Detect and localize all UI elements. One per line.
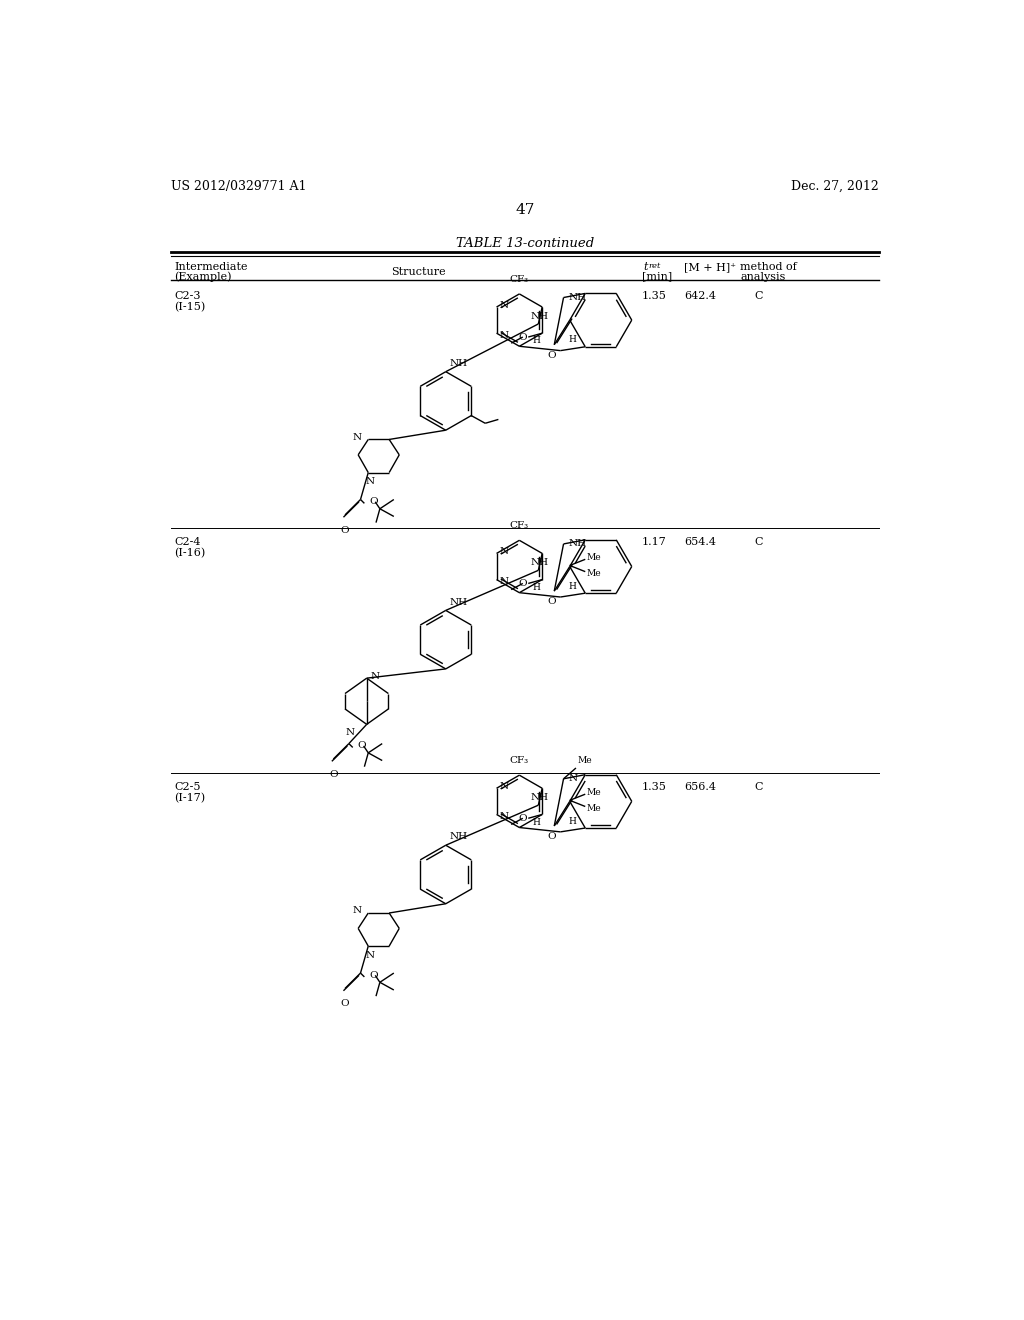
Text: H: H (532, 582, 540, 591)
Text: US 2012/0329771 A1: US 2012/0329771 A1 (171, 180, 306, 193)
Text: 1.17: 1.17 (642, 537, 667, 548)
Text: (I-15): (I-15) (174, 302, 206, 312)
Text: O: O (548, 598, 556, 606)
Text: 656.4: 656.4 (684, 781, 717, 792)
Text: O: O (518, 814, 527, 822)
Text: O: O (341, 999, 349, 1008)
Text: N: N (346, 729, 355, 738)
Text: H: H (532, 337, 540, 346)
Text: N: N (500, 577, 509, 586)
Text: O: O (369, 972, 378, 979)
Text: Dec. 27, 2012: Dec. 27, 2012 (792, 180, 879, 193)
Text: 1.35: 1.35 (642, 781, 667, 792)
Text: N: N (366, 478, 375, 486)
Text: N: N (353, 907, 362, 915)
Text: N: N (353, 433, 362, 442)
Text: Me: Me (578, 756, 592, 764)
Text: NH: NH (450, 359, 468, 368)
Text: NH: NH (568, 540, 587, 548)
Text: O: O (357, 742, 366, 750)
Text: NH: NH (530, 558, 549, 568)
Text: t: t (643, 263, 648, 272)
Text: NH: NH (530, 312, 549, 321)
Text: C: C (755, 290, 763, 301)
Text: C: C (755, 537, 763, 548)
Text: NH: NH (450, 598, 468, 607)
Text: NH: NH (530, 793, 549, 803)
Text: method of: method of (740, 263, 797, 272)
Text: H: H (569, 335, 577, 345)
Text: (Example): (Example) (174, 272, 232, 282)
Text: N: N (371, 672, 380, 681)
Text: CF₃: CF₃ (510, 275, 529, 284)
Text: N: N (366, 950, 375, 960)
Text: NH: NH (568, 293, 587, 302)
Text: N: N (500, 812, 509, 821)
Text: Structure: Structure (391, 267, 446, 277)
Text: [min]: [min] (642, 272, 672, 281)
Text: C: C (755, 781, 763, 792)
Text: Me: Me (587, 569, 601, 578)
Text: C2-3: C2-3 (174, 290, 201, 301)
Text: CF₃: CF₃ (510, 521, 529, 531)
Text: O: O (369, 498, 378, 507)
Text: Me: Me (587, 553, 601, 562)
Text: CF₃: CF₃ (510, 756, 529, 766)
Text: O: O (329, 770, 338, 779)
Text: 654.4: 654.4 (684, 537, 717, 548)
Text: ret: ret (649, 261, 662, 269)
Text: O: O (341, 525, 349, 535)
Text: O: O (518, 333, 527, 342)
Text: Intermediate: Intermediate (174, 263, 248, 272)
Text: H: H (569, 817, 577, 825)
Text: NH: NH (450, 833, 468, 841)
Text: N: N (568, 775, 578, 783)
Text: N: N (500, 301, 509, 310)
Text: C2-4: C2-4 (174, 537, 201, 548)
Text: 47: 47 (515, 203, 535, 216)
Text: 1.35: 1.35 (642, 290, 667, 301)
Text: O: O (548, 833, 556, 841)
Text: C2-5: C2-5 (174, 781, 201, 792)
Text: N: N (500, 331, 509, 341)
Text: Me: Me (587, 804, 601, 813)
Text: [M + H]⁺: [M + H]⁺ (684, 263, 736, 272)
Text: H: H (569, 582, 577, 591)
Text: N: N (500, 783, 509, 791)
Text: N: N (500, 548, 509, 556)
Text: 642.4: 642.4 (684, 290, 717, 301)
Text: TABLE 13-continued: TABLE 13-continued (456, 238, 594, 249)
Text: (I-16): (I-16) (174, 548, 206, 558)
Text: analysis: analysis (740, 272, 785, 281)
Text: O: O (548, 351, 556, 360)
Text: (I-17): (I-17) (174, 793, 206, 803)
Text: Me: Me (587, 788, 601, 797)
Text: H: H (532, 817, 540, 826)
Text: O: O (518, 579, 527, 587)
